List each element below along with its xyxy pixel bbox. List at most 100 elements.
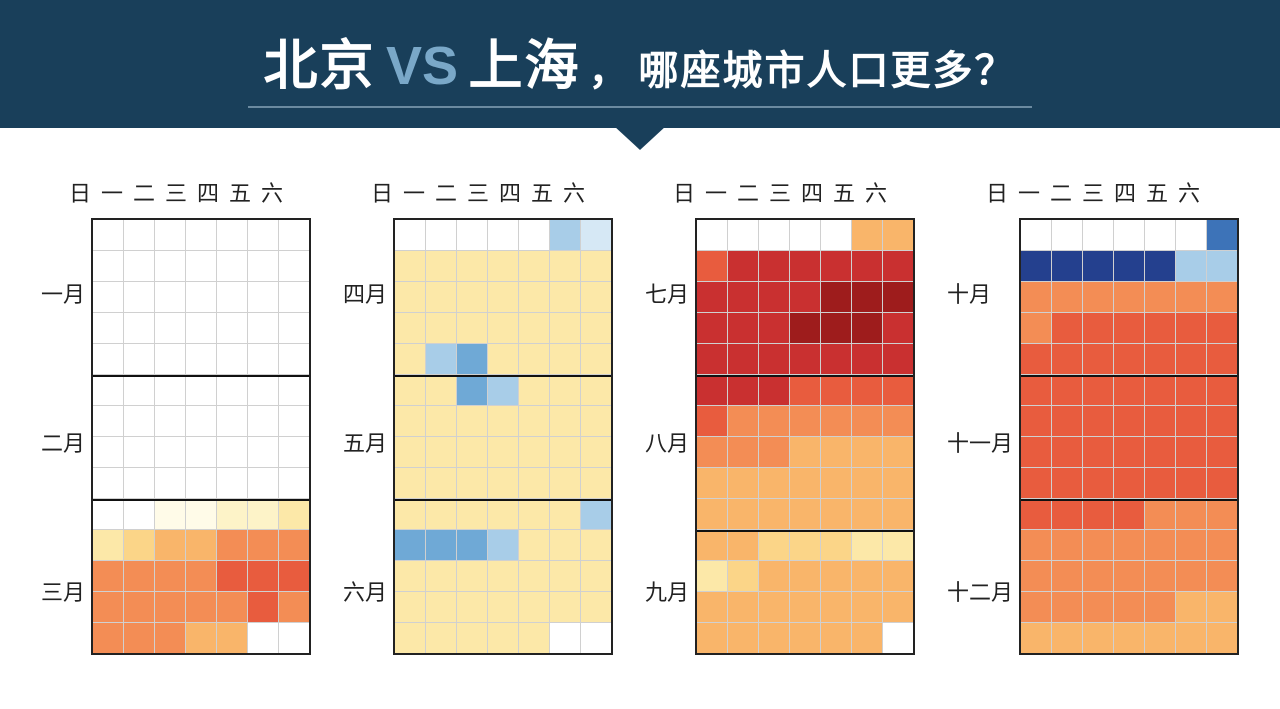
month-label: 一月: [41, 218, 85, 367]
calendar-cell: [790, 344, 820, 374]
calendar-cell: [217, 437, 247, 467]
calendar-cell: [821, 282, 851, 312]
calendar-cell: [457, 530, 487, 560]
month-label: 十一月: [947, 367, 1013, 516]
calendar-cell: [519, 282, 549, 312]
calendar-cell: [1052, 344, 1082, 374]
calendar-cell: [883, 375, 913, 405]
calendar-cell: [1176, 344, 1206, 374]
month-label: 五月: [343, 367, 387, 516]
calendar-cell: [697, 561, 727, 591]
calendar-cell: [93, 375, 123, 405]
calendar-cell: [1083, 623, 1113, 653]
month-labels: 四月五月六月: [343, 218, 387, 666]
calendar-cell-empty: [759, 220, 789, 250]
calendar-cell: [519, 592, 549, 622]
calendar-cell: [728, 623, 758, 653]
calendar-cell: [186, 561, 216, 591]
calendar-cell: [457, 592, 487, 622]
calendar-cell: [697, 468, 727, 498]
calendar-cell: [426, 592, 456, 622]
calendar-cell: [581, 530, 611, 560]
calendar-cell: [581, 220, 611, 250]
calendar-cell: [1021, 406, 1051, 436]
calendar-cell: [1052, 251, 1082, 281]
calendar-cell: [519, 468, 549, 498]
calendar-cell-empty: [519, 220, 549, 250]
calendar-cell: [1114, 468, 1144, 498]
calendar-cell: [1207, 344, 1237, 374]
calendar-cell: [124, 561, 154, 591]
calendar-cell: [186, 437, 216, 467]
calendar-cell: [1207, 530, 1237, 560]
calendar-cell: [1083, 282, 1113, 312]
calendar-cell: [883, 251, 913, 281]
calendar-cell: [457, 437, 487, 467]
calendar-cell: [217, 344, 247, 374]
calendar-cell: [1114, 530, 1144, 560]
calendar-cell: [93, 251, 123, 281]
calendar-cell: [457, 344, 487, 374]
calendar-cell: [821, 623, 851, 653]
calendar-cell: [697, 592, 727, 622]
calendar-cell: [248, 437, 278, 467]
calendar-cell: [852, 499, 882, 529]
calendar-cell: [217, 499, 247, 529]
calendar-cell: [186, 499, 216, 529]
calendar-cell: [1176, 282, 1206, 312]
calendar-cell: [759, 530, 789, 560]
calendar-cell-empty: [697, 220, 727, 250]
calendar-cell-empty: [1021, 220, 1051, 250]
weekday-label: 二: [737, 176, 759, 208]
month-label: 九月: [645, 517, 689, 666]
calendar-cell: [1145, 561, 1175, 591]
calendar-cell: [124, 468, 154, 498]
month-label: 六月: [343, 517, 387, 666]
calendar-cell: [883, 282, 913, 312]
calendar-cell: [1083, 592, 1113, 622]
calendar-cell: [759, 468, 789, 498]
calendar-cell: [697, 437, 727, 467]
calendar-cell: [550, 282, 580, 312]
calendar-cell: [1114, 282, 1144, 312]
calendar-cell: [426, 468, 456, 498]
charts-row: 日一二三四五六一月二月三月日一二三四五六四月五月六月日一二三四五六七月八月九月日…: [0, 128, 1280, 666]
calendar-cell: [155, 437, 185, 467]
calendar-cell: [728, 561, 758, 591]
calendar-cell-empty: [821, 220, 851, 250]
calendar-cell: [186, 406, 216, 436]
calendar-cell: [519, 313, 549, 343]
weekday-label: 日: [371, 176, 393, 208]
calendar-cell: [248, 530, 278, 560]
calendar-cell: [852, 592, 882, 622]
calendar-cell: [883, 499, 913, 529]
calendar-cell: [1176, 375, 1206, 405]
calendar-cell: [883, 406, 913, 436]
calendar-cell: [821, 499, 851, 529]
calendar-cell: [728, 437, 758, 467]
month-labels: 十月十一月十二月: [947, 218, 1013, 666]
calendar-cell: [790, 437, 820, 467]
calendar-cell: [790, 406, 820, 436]
calendar-cell: [279, 313, 309, 343]
calendar-cell: [217, 530, 247, 560]
calendar-cell: [426, 282, 456, 312]
calendar-cell: [155, 530, 185, 560]
calendar-cell: [248, 282, 278, 312]
calendar-cell: [1114, 561, 1144, 591]
calendar-cell: [519, 499, 549, 529]
calendar-cell: [728, 468, 758, 498]
calendar-cell: [248, 344, 278, 374]
month-label: 十月: [947, 218, 1013, 367]
calendar-cell: [395, 375, 425, 405]
calendar-cell: [155, 251, 185, 281]
weekday-label: 二: [435, 176, 457, 208]
calendar-cell: [1021, 561, 1051, 591]
calendar-cell: [1176, 406, 1206, 436]
calendar-cell: [1052, 561, 1082, 591]
month-label: 十二月: [947, 517, 1013, 666]
calendar-cell: [759, 561, 789, 591]
weekday-label: 日: [986, 176, 1008, 208]
calendar-cell: [93, 313, 123, 343]
calendar-cell: [124, 406, 154, 436]
